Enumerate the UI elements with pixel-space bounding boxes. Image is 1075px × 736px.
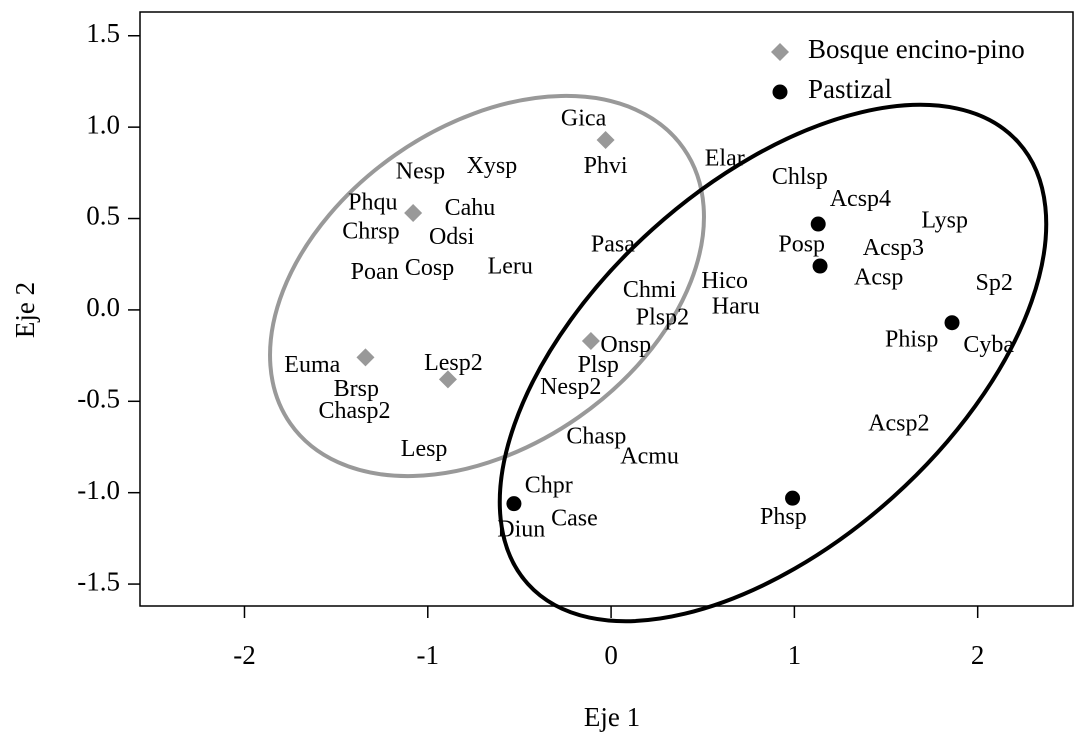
species-label: Poan	[351, 259, 399, 285]
species-label: Acsp2	[868, 411, 929, 437]
species-label: Cosp	[405, 255, 454, 281]
species-label: Xysp	[467, 153, 518, 179]
point	[810, 216, 826, 232]
point	[812, 258, 828, 274]
species-label: Acsp4	[830, 186, 891, 212]
species-label: Phqu	[348, 189, 397, 215]
x-tick-label: 0	[604, 640, 618, 670]
species-label: Lysp	[921, 208, 968, 234]
species-label: Chrsp	[342, 219, 399, 245]
x-tick-label: 2	[971, 640, 985, 670]
point	[596, 130, 615, 149]
species-label: Chlsp	[772, 164, 828, 190]
species-label: Cahu	[445, 195, 496, 221]
species-label: Odsi	[429, 224, 475, 250]
species-label: Acsp	[854, 264, 903, 290]
species-label: Plsp2	[636, 305, 689, 331]
species-label: Euma	[284, 352, 340, 378]
group-ellipse	[268, 93, 706, 479]
species-label: Diun	[497, 517, 545, 543]
point	[581, 331, 600, 350]
point	[356, 348, 375, 367]
species-label: Chasp2	[318, 398, 390, 424]
species-label: Onsp	[600, 332, 651, 358]
species-label: Phsp	[760, 504, 807, 530]
point	[438, 370, 457, 389]
y-tick-label: -0.5	[77, 384, 120, 414]
x-tick-label: 1	[788, 640, 802, 670]
legend-label: Bosque encino-pino	[808, 34, 1025, 64]
species-label: Haru	[712, 294, 760, 320]
species-label: Lesp	[401, 436, 448, 462]
species-label: Nesp	[396, 158, 445, 184]
species-label: Phisp	[885, 326, 938, 352]
species-label: Chmi	[623, 277, 677, 303]
point	[785, 490, 801, 506]
point	[944, 315, 960, 331]
y-tick-label: 0.0	[86, 292, 120, 322]
y-tick-label: 1.0	[86, 109, 120, 139]
species-label: Lesp2	[424, 350, 483, 376]
species-label: Gica	[561, 105, 607, 131]
point	[404, 204, 423, 223]
species-label: Acmu	[620, 443, 679, 469]
x-tick-label: -2	[233, 640, 256, 670]
y-tick-label: -1.0	[77, 475, 120, 505]
x-tick-label: -1	[417, 640, 440, 670]
x-axis-label: Eje 1	[584, 702, 640, 732]
species-label: Posp	[778, 231, 825, 257]
species-label: Acsp3	[863, 235, 924, 261]
species-label: Case	[551, 506, 598, 532]
group-ellipse	[497, 102, 1049, 624]
species-label: Chpr	[525, 473, 573, 499]
species-label: Chasp	[566, 423, 626, 449]
point	[506, 496, 522, 512]
species-label: Plsp	[578, 352, 619, 378]
species-label: Phvi	[584, 153, 628, 179]
species-label: Leru	[488, 253, 533, 279]
species-label: Nesp2	[540, 374, 601, 400]
y-tick-label: -1.5	[77, 566, 120, 596]
species-label: Elar	[705, 146, 745, 172]
species-label: Brsp	[334, 376, 379, 402]
y-tick-label: 0.5	[86, 201, 120, 231]
species-label: Pasa	[591, 231, 635, 257]
legend-marker	[771, 43, 789, 61]
legend-marker	[772, 84, 788, 100]
species-label: Sp2	[976, 270, 1013, 296]
y-axis-label: Eje 2	[10, 282, 40, 338]
y-tick-label: 1.5	[86, 18, 120, 48]
plot-frame	[139, 11, 1074, 607]
species-label: Hico	[701, 268, 748, 294]
species-label: Cyba	[963, 332, 1014, 358]
legend-label: Pastizal	[808, 74, 892, 104]
